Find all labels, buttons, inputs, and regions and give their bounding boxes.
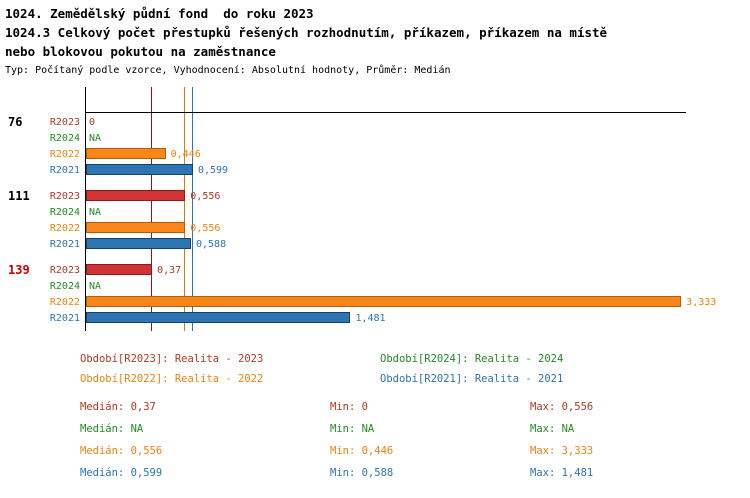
series-label-r2023: R2023	[49, 117, 80, 128]
bar-value-label: 0,588	[196, 239, 227, 250]
chart-title-line2: 1024.3 Celkový počet přestupků řešených …	[5, 25, 608, 40]
legend-item-r2021: Období[R2021]: Realita - 2021	[380, 373, 564, 385]
series-label-r2022: R2022	[49, 223, 80, 234]
bar-value-label: 0,556	[190, 223, 221, 234]
legend-item-r2023: Období[R2023]: Realita - 2023	[80, 353, 264, 365]
stat-max-r2024: Max: NA	[530, 423, 575, 435]
bar-r2023	[86, 190, 186, 201]
chart-subtitle: Typ: Počítaný podle vzorce, Vyhodnocení:…	[5, 65, 451, 76]
chart-title-line3: nebo blokovou pokutou na zaměstnance	[5, 44, 276, 59]
group-label: 139	[8, 263, 30, 277]
median-line-r2023	[151, 87, 153, 331]
bar-value-label: 1,481	[355, 313, 386, 324]
stat-min-r2024: Min: NA	[330, 423, 375, 435]
bar-r2023	[86, 264, 153, 275]
stat-max-r2022: Max: 3,333	[530, 445, 594, 457]
horizontal-bar-chart: 76 R2023 0 R2024 NA R2022 0,446 R2021 0,599 111 R2…	[0, 87, 750, 337]
series-label-r2023: R2023	[49, 191, 80, 202]
group-label: 76	[8, 115, 23, 129]
bar-value-label: NA	[89, 207, 102, 218]
series-label-r2023: R2023	[49, 265, 80, 276]
bar-r2021	[86, 238, 191, 249]
series-label-r2024: R2024	[49, 133, 80, 144]
bar-value-label: 3,333	[686, 297, 717, 308]
chart-title-line1: 1024. Zemědělský půdní fond do roku 2023	[5, 6, 314, 21]
legend-item-r2024: Období[R2024]: Realita - 2024	[380, 353, 564, 365]
legend-item-r2022: Období[R2022]: Realita - 2022	[80, 373, 264, 385]
chart-header: 1024. Zemědělský půdní fond do roku 2023…	[0, 0, 750, 78]
stat-median-r2023: Medián: 0,37	[80, 401, 156, 413]
group-label: 111	[8, 189, 30, 203]
series-label-r2021: R2021	[49, 165, 80, 176]
series-label-r2022: R2022	[49, 297, 80, 308]
bar-value-label: NA	[89, 133, 102, 144]
stat-max-r2023: Max: 0,556	[530, 401, 594, 413]
bar-value-label: 0,37	[157, 265, 182, 276]
stat-min-r2023: Min: 0	[330, 401, 368, 413]
chart-legend: Období[R2023]: Realita - 2023 Období[R202…	[0, 353, 750, 386]
stat-min-r2022: Min: 0,446	[330, 445, 394, 457]
indicator-report: 1024. Zemědělský půdní fond do roku 2023…	[0, 0, 750, 480]
median-line-r2021	[191, 87, 193, 331]
stat-median-r2022: Medián: 0,556	[80, 445, 163, 457]
bar-value-label: NA	[89, 281, 102, 292]
bar-r2022	[86, 222, 186, 233]
stat-max-r2021: Max: 1,481	[530, 467, 594, 479]
stat-median-r2024: Medián: NA	[80, 423, 144, 435]
bar-r2022	[86, 148, 166, 159]
median-line-r2022	[184, 87, 186, 331]
bar-value-label: 0,599	[197, 165, 229, 176]
y-axis-line	[85, 87, 86, 331]
bar-r2022	[86, 296, 682, 307]
bar-r2021	[86, 312, 351, 323]
bar-value-label: 0,446	[170, 149, 201, 160]
series-label-r2021: R2021	[49, 313, 80, 324]
series-label-r2024: R2024	[49, 281, 80, 292]
series-label-r2022: R2022	[49, 149, 80, 160]
stats-table: Medián: 0,37 Min: 0 Max: 0,556 Medián: NA Mi…	[0, 401, 750, 480]
bar-r2021	[86, 164, 193, 175]
bar-value-label: 0	[89, 117, 96, 128]
series-label-r2021: R2021	[49, 239, 80, 250]
bar-value-label: 0,556	[190, 191, 221, 202]
stat-median-r2021: Medián: 0,599	[80, 467, 163, 479]
x-axis-line	[85, 112, 686, 113]
stat-min-r2021: Min: 0,588	[330, 467, 394, 479]
series-label-r2024: R2024	[49, 207, 80, 218]
